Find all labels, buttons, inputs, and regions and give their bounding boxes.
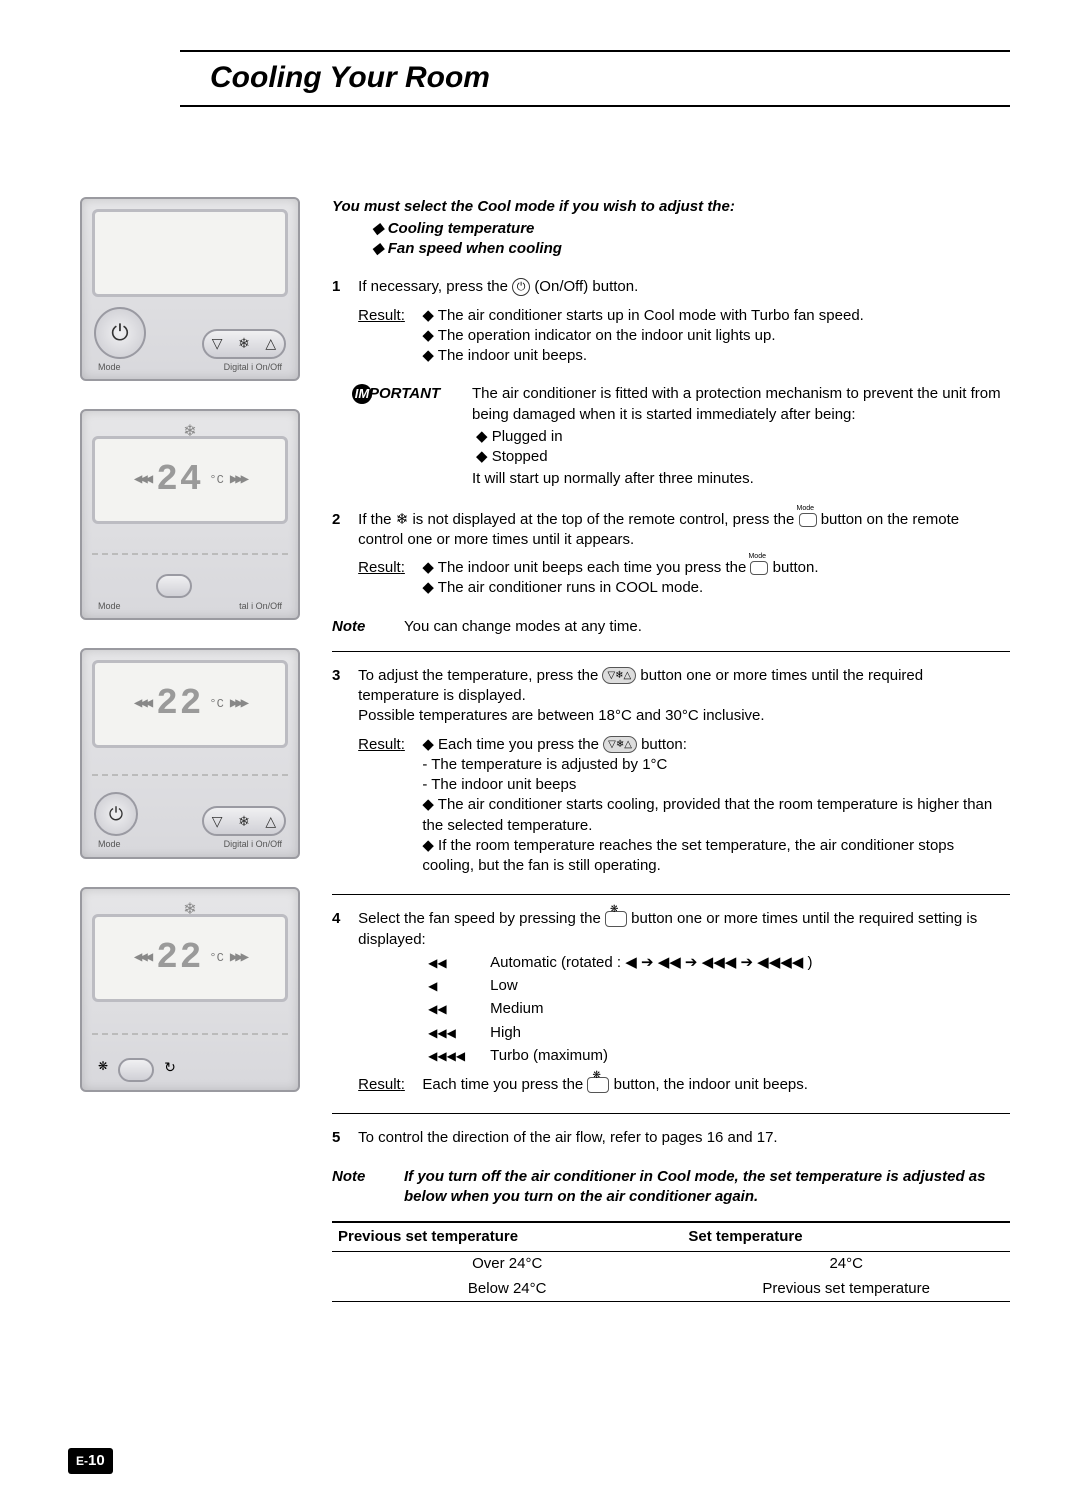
fan-turbo-icon: ◀◀◀◀	[428, 1048, 478, 1064]
note-label: Note	[332, 1167, 392, 1208]
mode-label: Mode	[98, 361, 121, 373]
result-item: The air conditioner starts up in Cool mo…	[422, 306, 1004, 326]
remote-illustrations: ⏻ ▽❄△ Mode Digital i On/Off ❄ ◀◀◀24°C▶▶▶…	[70, 197, 310, 1302]
result-item: Each time you press the ▽❄△ button: The …	[422, 735, 1004, 796]
fan-level: Medium	[490, 999, 543, 1019]
table-header: Set temperature	[682, 1222, 1010, 1252]
mode-button-icon	[799, 513, 817, 527]
temperature-table: Previous set temperature Set temperature…	[332, 1221, 1010, 1302]
result-item: The operation indicator on the indoor un…	[422, 326, 1004, 346]
important-box: IMPORTANT The air conditioner is fitted …	[352, 384, 1010, 489]
note-text: If you turn off the air conditioner in C…	[404, 1167, 1010, 1208]
important-bullet: Stopped	[476, 447, 1010, 467]
power-icon: ⏻	[512, 278, 530, 296]
step-3: 3 To adjust the temperature, press the ▽…	[332, 666, 1010, 877]
fan-level: Turbo (maximum)	[490, 1046, 608, 1066]
result-item: The air conditioner starts cooling, prov…	[422, 795, 1004, 836]
note-1: Note You can change modes at any time.	[332, 617, 1010, 637]
page-title: Cooling Your Room	[210, 58, 1010, 99]
step-text: If necessary, press the	[358, 278, 512, 295]
remote-3: ◀◀◀22°C▶▶▶ ⏻ ▽❄△ Mode Digital i On/Off	[80, 648, 300, 858]
intro-bullet: Cooling temperature	[372, 219, 1010, 239]
step-text: To adjust the temperature, press the	[358, 667, 602, 684]
mode-button-icon	[156, 574, 192, 598]
temp-pill-icon: ▽❄△	[202, 329, 286, 359]
step-text: is not displayed at the top of the remot…	[412, 511, 798, 528]
intro-block: You must select the Cool mode if you wis…	[332, 197, 1010, 260]
table-cell: Over 24°C	[332, 1252, 682, 1277]
result-item: If the room temperature reaches the set …	[422, 836, 1004, 877]
step-text: To control the direction of the air flow…	[358, 1128, 1006, 1148]
power-button-icon: ⏻	[94, 792, 138, 836]
step-4: 4 Select the fan speed by pressing the b…	[332, 909, 1010, 1095]
power-button-icon: ⏻	[94, 307, 146, 359]
fan-button-icon	[118, 1058, 154, 1082]
note-text: You can change modes at any time.	[404, 617, 642, 637]
fan-medium-icon: ◀◀	[428, 1001, 478, 1017]
digital-label: tal i On/Off	[239, 600, 282, 612]
result-item: The air conditioner runs in COOL mode.	[422, 578, 1004, 598]
table-header: Previous set temperature	[332, 1222, 682, 1252]
remote-4: ❄ ◀◀◀22°C▶▶▶ ❋ ↻	[80, 887, 300, 1093]
intro-lead: You must select the Cool mode if you wis…	[332, 197, 1010, 217]
fan-auto-icon: ◀◀	[428, 955, 478, 971]
remote-2: ❄ ◀◀◀24°C▶▶▶ Mode tal i On/Off	[80, 409, 300, 621]
temp-button-icon: ▽❄△	[602, 667, 636, 684]
instructions: You must select the Cool mode if you wis…	[332, 197, 1010, 1302]
table-row: Below 24°C Previous set temperature	[332, 1277, 1010, 1302]
result-subitem: The indoor unit beeps	[422, 775, 1004, 795]
table-cell: 24°C	[682, 1252, 1010, 1277]
result-item: The indoor unit beeps each time you pres…	[422, 558, 1004, 578]
table-row: Over 24°C 24°C	[332, 1252, 1010, 1277]
step-1: 1 If necessary, press the ⏻ (On/Off) but…	[332, 277, 1010, 366]
mode-button-icon	[750, 561, 768, 575]
lcd-temp: 22	[156, 680, 203, 729]
important-text: It will start up normally after three mi…	[472, 469, 1010, 489]
fan-rotation-icons: ◀ ➔ ◀◀ ➔ ◀◀◀ ➔ ◀◀◀◀	[625, 954, 807, 971]
fan-high-icon: ◀◀◀	[428, 1025, 478, 1041]
fan-level: Low	[490, 976, 518, 996]
step-text: Possible temperatures are between 18°C a…	[358, 707, 764, 724]
result-item: The indoor unit beeps.	[422, 346, 1004, 366]
note-label: Note	[332, 617, 392, 637]
step-text: (On/Off) button.	[534, 278, 638, 295]
digital-label: Digital i On/Off	[224, 838, 282, 850]
fan-button-icon	[587, 1077, 609, 1093]
step-text: If the	[358, 511, 396, 528]
important-text: The air conditioner is fitted with a pro…	[472, 384, 1010, 425]
result-label: Result:	[358, 306, 418, 326]
temp-button-icon: ▽❄△	[603, 736, 637, 753]
table-cell: Below 24°C	[332, 1277, 682, 1302]
result-text: button, the indoor unit beeps.	[614, 1076, 808, 1093]
step-text: Select the fan speed by pressing the	[358, 910, 605, 927]
result-label: Result:	[358, 735, 418, 755]
result-label: Result:	[358, 1075, 418, 1095]
fan-button-icon	[605, 911, 627, 927]
note-2: Note If you turn off the air conditioner…	[332, 1167, 1010, 1208]
temp-pill-icon: ▽❄△	[202, 806, 286, 836]
page-number: E-10	[68, 1448, 113, 1474]
remote-1: ⏻ ▽❄△ Mode Digital i On/Off	[80, 197, 300, 381]
snowflake-icon: ❄	[396, 511, 409, 528]
result-label: Result:	[358, 558, 418, 578]
result-text: Each time you press the	[422, 1076, 587, 1093]
mode-label: Mode	[98, 600, 121, 612]
fan-level: High	[490, 1023, 521, 1043]
important-bullet: Plugged in	[476, 427, 1010, 447]
mode-label: Mode	[98, 838, 121, 850]
table-cell: Previous set temperature	[682, 1277, 1010, 1302]
result-subitem: The temperature is adjusted by 1°C	[422, 755, 1004, 775]
title-bar: Cooling Your Room	[180, 50, 1010, 107]
intro-bullet: Fan speed when cooling	[372, 239, 1010, 259]
important-label: PORTANT	[369, 385, 440, 402]
fan-auto-label: Automatic (rotated :	[490, 954, 621, 971]
step-5: 5 To control the direction of the air fl…	[332, 1128, 1010, 1148]
lcd-temp: 22	[156, 934, 203, 983]
step-2: 2 If the ❄ is not displayed at the top o…	[332, 510, 1010, 599]
lcd-temp: 24	[156, 456, 203, 505]
digital-label: Digital i On/Off	[224, 361, 282, 373]
fan-low-icon: ◀	[428, 978, 478, 994]
